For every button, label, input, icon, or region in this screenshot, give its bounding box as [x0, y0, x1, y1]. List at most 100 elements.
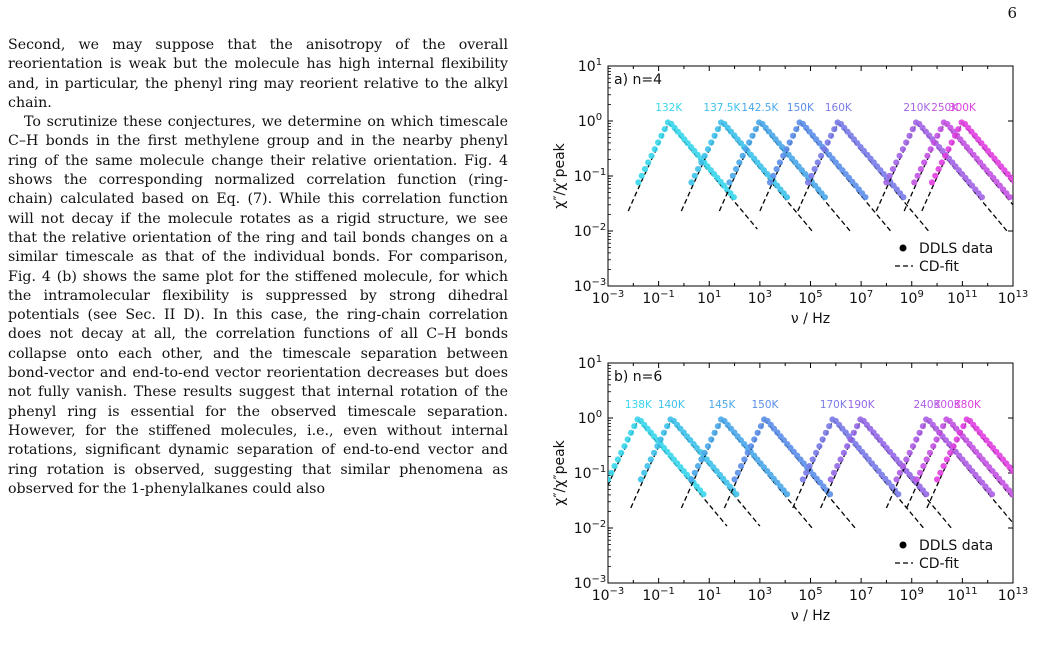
data-point: [847, 436, 854, 443]
data-point: [913, 436, 920, 443]
data-point: [906, 449, 913, 456]
fit-curve-250K: [903, 122, 1013, 212]
paragraph-2: To scrutinize these conjectures, we dete…: [8, 114, 508, 497]
data-point: [806, 463, 813, 470]
data-point: [624, 436, 631, 443]
legend: DDLS data CD-fit: [895, 538, 993, 572]
x-tick-label: 103: [748, 586, 772, 604]
data-point: [899, 146, 906, 153]
data-point: [940, 423, 947, 430]
data-point: [955, 126, 962, 133]
data-point: [913, 476, 920, 483]
data-point: [850, 429, 857, 436]
data-point: [734, 469, 741, 476]
legend-label-data: DDLS data: [919, 241, 993, 257]
data-series-380K: [934, 416, 1022, 483]
data-point: [813, 449, 820, 456]
data-point: [938, 159, 945, 166]
x-tick-label: 109: [900, 586, 924, 604]
data-point: [695, 166, 702, 173]
y-axis-label: χ″/χ″peak: [552, 142, 568, 208]
data-point: [930, 443, 937, 450]
x-tick-label: 10−1: [642, 289, 675, 307]
data-point: [608, 469, 615, 476]
legend: DDLS data CD-fit: [895, 241, 993, 275]
x-tick-label: 103: [748, 289, 772, 307]
data-point: [688, 476, 695, 483]
data-point: [917, 166, 924, 173]
page-number: 6: [1007, 4, 1017, 22]
data-point: [803, 469, 810, 476]
data-point: [940, 463, 947, 470]
y-axis-label: χ″/χ″peak: [552, 439, 568, 505]
legend-marker-data: [899, 244, 907, 252]
data-point: [738, 463, 745, 470]
data-series-240K: [893, 416, 996, 498]
data-point: [726, 179, 733, 186]
data-point: [903, 139, 910, 146]
y-tick-label: 10−3: [574, 277, 607, 295]
data-series-300K: [913, 416, 1013, 498]
data-point: [754, 429, 761, 436]
data-point: [1015, 183, 1021, 189]
data-point: [733, 166, 740, 173]
data-point: [1011, 178, 1013, 185]
fit-curve-137.5K: [680, 122, 814, 233]
data-series-300K: [928, 119, 1027, 196]
data-point: [808, 172, 815, 179]
data-point: [951, 132, 959, 139]
y-tick-label: 10−3: [574, 574, 607, 592]
data-point: [906, 132, 913, 139]
data-point: [811, 166, 818, 173]
data-point: [1009, 468, 1013, 475]
data-point: [896, 152, 903, 159]
data-point: [701, 152, 708, 159]
data-point: [1016, 476, 1022, 482]
data-point: [886, 172, 893, 179]
data-point: [895, 491, 902, 498]
data-point: [893, 159, 900, 166]
data-point: [1009, 491, 1013, 498]
data-point: [714, 126, 721, 133]
data-point: [809, 456, 816, 463]
x-axis-label: ν / Hz: [791, 608, 830, 624]
data-point: [827, 132, 835, 139]
data-point: [711, 132, 718, 139]
data-point: [942, 152, 949, 159]
data-point: [637, 476, 644, 483]
data-point: [1021, 190, 1027, 196]
data-point: [704, 443, 712, 450]
y-tick-label: 10−1: [574, 464, 607, 482]
x-tick-label: 105: [798, 289, 822, 307]
body-text-column: Second, we may suppose that the anisotro…: [8, 36, 508, 499]
data-point: [766, 179, 774, 186]
data-point: [893, 476, 900, 483]
data-point: [691, 469, 698, 476]
data-point: [660, 429, 667, 436]
data-point: [919, 423, 926, 430]
data-point: [947, 449, 954, 456]
data-point: [731, 476, 738, 483]
data-point: [988, 491, 996, 498]
data-point: [818, 152, 825, 159]
data-series-145K: [688, 416, 791, 498]
data-point: [757, 423, 764, 430]
data-series-150K: [731, 416, 834, 498]
data-point: [641, 469, 648, 476]
data-point: [730, 194, 737, 201]
data-point: [739, 152, 746, 159]
data-point: [830, 469, 838, 476]
data-point: [749, 132, 756, 139]
data-point: [840, 449, 847, 456]
paragraph-1: Second, we may suppose that the anisotro…: [8, 37, 508, 111]
series-label-140K: 140K: [658, 399, 686, 411]
data-point: [751, 436, 758, 443]
data-point: [827, 476, 834, 483]
data-point: [733, 491, 740, 498]
data-point: [923, 456, 930, 463]
data-point: [638, 172, 645, 179]
y-tick-label: 101: [578, 355, 602, 372]
data-point: [708, 139, 715, 146]
data-point: [945, 146, 952, 153]
data-series-190K: [827, 416, 930, 498]
